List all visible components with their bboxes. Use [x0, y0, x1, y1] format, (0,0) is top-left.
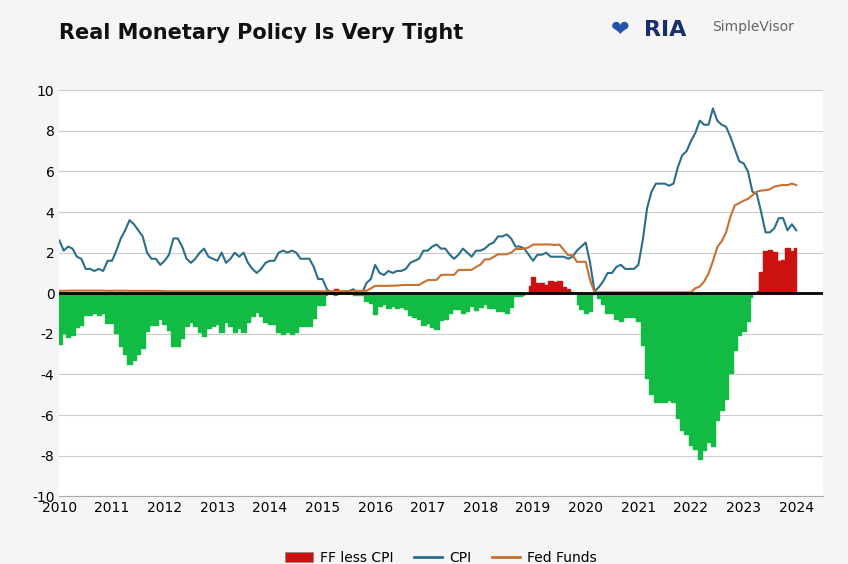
Text: SimpleVisor: SimpleVisor — [712, 20, 795, 34]
Text: RIA: RIA — [644, 20, 687, 39]
Text: ❤: ❤ — [611, 20, 629, 39]
Legend: FF less CPI, CPI, Fed Funds: FF less CPI, CPI, Fed Funds — [280, 545, 602, 564]
Text: Real Monetary Policy Is Very Tight: Real Monetary Policy Is Very Tight — [59, 23, 464, 42]
